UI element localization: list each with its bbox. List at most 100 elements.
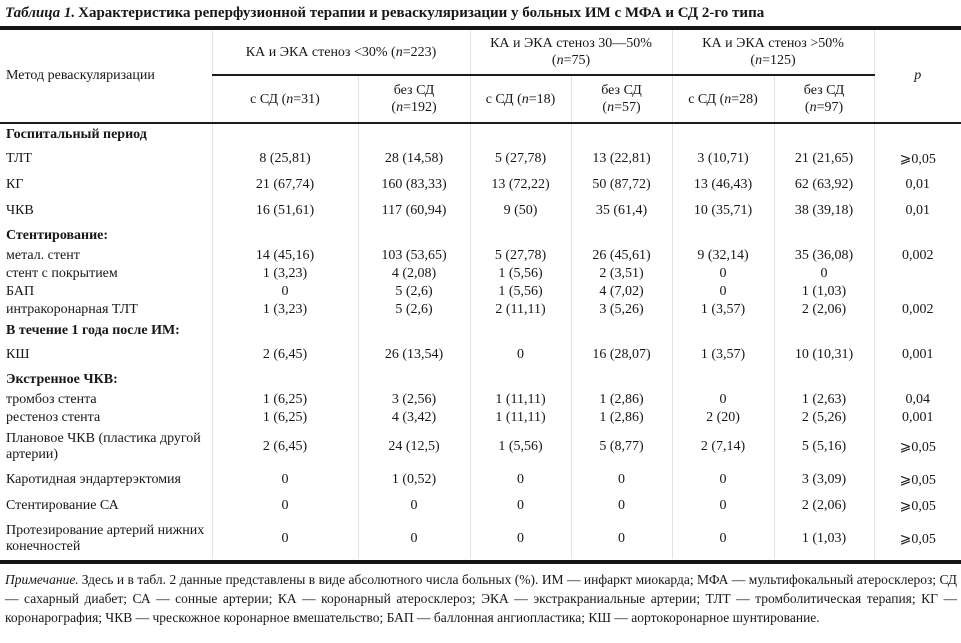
row-label: Плановое ЧКВ (пластика другой артерии) (6, 431, 201, 462)
value-cell: 28 (14,58) (357, 146, 471, 172)
value-cell (357, 319, 471, 342)
value-cell: 0 (671, 493, 775, 519)
value-cell: 3 (5,26) (570, 301, 673, 319)
table-row: ТЛТ 8 (25,81) 28 (14,58) 5 (27,78) 13 (22,81… (0, 146, 961, 172)
value-cell: 16 (51,61) (211, 198, 358, 224)
value-cell: 160 (83,33) (357, 172, 471, 198)
value-cell: 1 (1,03) (773, 519, 875, 559)
value-cell: 5 (5,16) (773, 427, 875, 467)
table-row: БАП 0 5 (2,6) 1 (5,56) 4 (7,02) 0 1 (1,03) (0, 283, 961, 301)
value-cell: 2 (7,14) (671, 427, 775, 467)
value-cell: 0 (211, 467, 358, 493)
table-row: тромбоз стента 1 (6,25) 3 (2,56) 1 (11,11) 1… (0, 391, 961, 409)
value-cell: 4 (2,08) (357, 265, 471, 283)
group-header-line: КА и ЭКА стеноз >50% (702, 36, 844, 51)
value-cell: 62 (63,92) (773, 172, 875, 198)
value-cell: 1 (3,57) (671, 342, 775, 368)
value-cell: 2 (6,45) (211, 427, 358, 467)
data-table: Метод реваскуляризации КА и ЭКА стеноз <… (0, 30, 961, 559)
subheader-without-dm-3: без СД (n=97) (773, 75, 875, 124)
value-cell: 8 (25,81) (211, 146, 358, 172)
value-cell: 5 (8,77) (570, 427, 673, 467)
value-cell: 1 (0,52) (357, 467, 471, 493)
subheader-line: с СД (n=18) (485, 91, 556, 107)
table-row: интракоронарная ТЛТ 1 (3,23) 5 (2,6) 2 (11,… (0, 301, 961, 319)
subheader-with-dm-1: с СД (n=31) (211, 75, 358, 124)
value-cell: 0 (211, 519, 358, 559)
value-cell: 21 (67,74) (211, 172, 358, 198)
value-cell: 9 (50) (469, 198, 572, 224)
value-cell (357, 224, 471, 247)
value-cell: 5 (27,78) (469, 146, 572, 172)
value-cell: 1 (3,23) (211, 301, 358, 319)
table-body: Госпитальный период ТЛТ 8 (25,81) 28 (14,58… (0, 123, 961, 559)
row-label: интракоронарная ТЛТ (6, 302, 138, 317)
value-cell: 1 (11,11) (469, 391, 572, 409)
value-cell: 13 (22,81) (570, 146, 673, 172)
table-row: Госпитальный период (0, 123, 961, 146)
value-cell: 1 (3,23) (211, 265, 358, 283)
footnote-label: Примечание. (5, 572, 79, 587)
value-cell (357, 123, 471, 146)
p-value-cell: 0,01 (873, 198, 961, 224)
row-label: стент с покрытием (6, 266, 118, 281)
value-cell: 1 (1,03) (773, 283, 875, 301)
group-header-line: КА и ЭКА стеноз 30—50% (490, 36, 652, 51)
subheader-line: (n=192) (391, 100, 437, 115)
value-cell: 0 (469, 519, 572, 559)
value-cell: 0 (570, 519, 673, 559)
table-row: Каротидная эндартерэктомия 0 1 (0,52) 0 0 0 3 … (0, 467, 961, 493)
value-cell: 35 (61,4) (570, 198, 673, 224)
group-header-stenosis-30-50: КА и ЭКА стеноз 30—50% (n=75) (469, 30, 673, 76)
value-cell: 14 (45,16) (211, 247, 358, 265)
value-cell (671, 224, 775, 247)
row-label: Стентирование: (6, 227, 109, 243)
value-cell: 0 (211, 283, 358, 301)
table-header: Метод реваскуляризации КА и ЭКА стеноз <… (0, 30, 961, 124)
subheader-line: с СД (n=28) (688, 91, 758, 107)
value-cell (469, 368, 572, 391)
row-label: Стентирование СА (6, 498, 119, 513)
value-cell: 1 (6,25) (211, 391, 358, 409)
table-number: Таблица 1. (5, 5, 76, 21)
value-cell (671, 368, 775, 391)
p-value-cell (873, 283, 961, 301)
value-cell: 1 (11,11) (469, 409, 572, 427)
value-cell (773, 368, 875, 391)
p-value-cell: 0,04 (873, 391, 961, 409)
p-value-cell (873, 265, 961, 283)
value-cell: 50 (87,72) (570, 172, 673, 198)
row-label: Госпитальный период (6, 127, 147, 142)
subheader-line: без СД (393, 83, 435, 98)
value-cell: 4 (7,02) (570, 283, 673, 301)
value-cell: 10 (10,31) (773, 342, 875, 368)
value-cell (570, 224, 673, 247)
value-cell: 0 (671, 519, 775, 559)
value-cell (570, 319, 673, 342)
row-label: В течение 1 года после ИМ: (6, 322, 180, 338)
group-header-line: КА и ЭКА стеноз <30% (n=223) (245, 44, 437, 60)
value-cell: 0 (357, 519, 471, 559)
row-label: БАП (6, 284, 35, 299)
p-value-cell: 0,002 (873, 247, 961, 265)
value-cell: 0 (570, 493, 673, 519)
value-cell: 0 (357, 493, 471, 519)
row-label: рестеноз стента (6, 410, 101, 425)
value-cell: 3 (10,71) (671, 146, 775, 172)
p-value-cell (873, 368, 961, 391)
p-value-cell: 0,002 (873, 301, 961, 319)
subheader-without-dm-2: без СД (n=57) (570, 75, 673, 124)
group-header-stenosis-lt30: КА и ЭКА стеноз <30% (n=223) (211, 30, 471, 76)
value-cell: 2 (2,06) (773, 301, 875, 319)
subheader-line: без СД (601, 83, 642, 98)
p-value-cell: ⩾0,05 (873, 519, 961, 559)
value-cell: 2 (5,26) (773, 409, 875, 427)
value-cell: 2 (20) (671, 409, 775, 427)
value-cell: 5 (2,6) (357, 301, 471, 319)
value-cell: 0 (671, 391, 775, 409)
table-row: Протезирование артерий нижних конечносте… (0, 519, 961, 559)
value-cell: 2 (3,51) (570, 265, 673, 283)
row-label: КГ (6, 177, 24, 192)
subheader-with-dm-2: с СД (n=18) (469, 75, 572, 124)
table-title: Таблица 1. Характеристика реперфузионной … (0, 0, 961, 30)
